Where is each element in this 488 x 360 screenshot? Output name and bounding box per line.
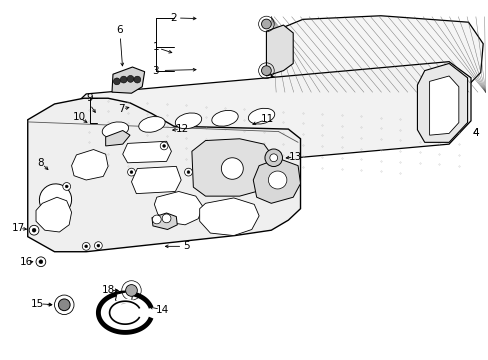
Text: 1: 1 — [152, 42, 159, 52]
Ellipse shape — [268, 171, 286, 189]
Text: 4: 4 — [471, 128, 478, 138]
Circle shape — [162, 214, 171, 223]
Circle shape — [163, 144, 165, 147]
Circle shape — [160, 142, 168, 150]
Text: 4: 4 — [471, 128, 478, 138]
Text: 3: 3 — [152, 66, 159, 76]
Polygon shape — [112, 67, 144, 93]
Polygon shape — [266, 25, 293, 76]
Polygon shape — [253, 158, 300, 203]
Text: 7: 7 — [118, 104, 124, 114]
Polygon shape — [131, 166, 181, 194]
Polygon shape — [417, 63, 467, 142]
Circle shape — [264, 149, 282, 167]
Text: 13: 13 — [288, 152, 302, 162]
Circle shape — [127, 76, 134, 82]
Text: 5: 5 — [183, 241, 189, 251]
Circle shape — [62, 183, 70, 190]
Circle shape — [261, 66, 271, 76]
Circle shape — [58, 299, 70, 311]
Circle shape — [97, 244, 100, 247]
Polygon shape — [429, 76, 458, 135]
Ellipse shape — [102, 122, 128, 138]
Circle shape — [65, 185, 68, 188]
Polygon shape — [115, 292, 132, 304]
Text: 10: 10 — [72, 112, 85, 122]
Ellipse shape — [248, 108, 274, 124]
Text: 14: 14 — [156, 305, 169, 315]
Polygon shape — [152, 213, 177, 229]
Circle shape — [84, 245, 87, 248]
Polygon shape — [69, 62, 470, 176]
Circle shape — [39, 260, 43, 264]
Polygon shape — [122, 141, 171, 163]
Circle shape — [113, 78, 120, 85]
Polygon shape — [71, 149, 108, 180]
Circle shape — [134, 76, 141, 83]
Text: 15: 15 — [31, 299, 44, 309]
Text: 17: 17 — [11, 224, 24, 233]
Circle shape — [127, 168, 135, 176]
Polygon shape — [154, 192, 203, 225]
Circle shape — [130, 171, 133, 174]
Text: 6: 6 — [116, 25, 123, 35]
Circle shape — [32, 228, 36, 232]
Text: 12: 12 — [175, 124, 188, 134]
Polygon shape — [28, 98, 300, 252]
Text: 16: 16 — [20, 257, 33, 267]
Text: 2: 2 — [170, 13, 177, 23]
Polygon shape — [271, 16, 482, 89]
Circle shape — [94, 242, 102, 249]
Circle shape — [261, 19, 271, 29]
Ellipse shape — [40, 184, 71, 216]
Text: 8: 8 — [38, 158, 44, 168]
Polygon shape — [36, 197, 71, 232]
Text: 18: 18 — [102, 285, 115, 296]
Circle shape — [184, 168, 192, 176]
Polygon shape — [199, 198, 259, 235]
Circle shape — [120, 76, 127, 83]
Circle shape — [152, 215, 161, 224]
Ellipse shape — [221, 158, 243, 179]
Circle shape — [269, 154, 277, 162]
Ellipse shape — [211, 111, 238, 126]
Circle shape — [29, 225, 39, 235]
Circle shape — [125, 285, 137, 296]
Ellipse shape — [139, 117, 165, 132]
Text: 11: 11 — [261, 114, 274, 124]
Circle shape — [82, 242, 90, 250]
Ellipse shape — [175, 113, 201, 129]
Polygon shape — [191, 139, 273, 196]
Text: 9: 9 — [86, 93, 93, 103]
Circle shape — [36, 257, 46, 267]
Circle shape — [186, 171, 189, 174]
Polygon shape — [105, 131, 130, 146]
